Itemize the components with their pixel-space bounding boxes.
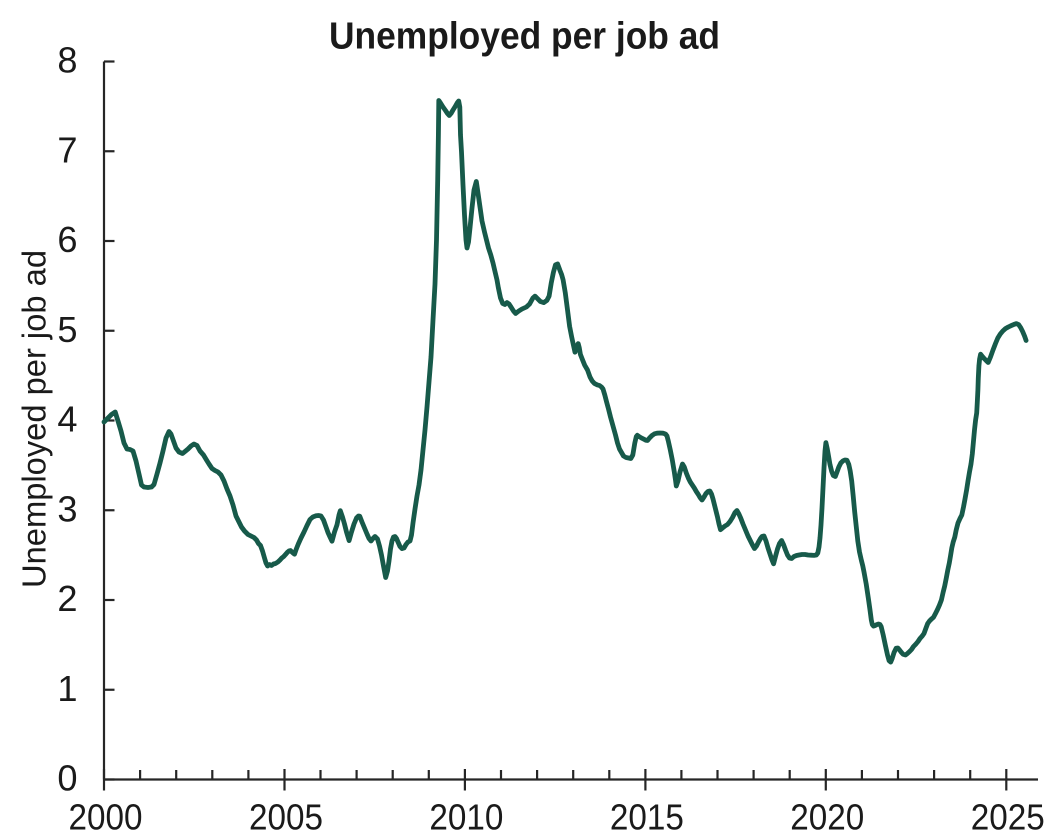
svg-text:2010: 2010 [429,797,503,834]
svg-text:2025: 2025 [971,797,1045,834]
svg-text:5: 5 [57,309,77,350]
svg-text:7: 7 [57,129,77,170]
svg-text:2015: 2015 [610,797,684,834]
svg-text:2: 2 [57,578,77,619]
svg-text:8: 8 [57,40,77,81]
svg-text:2005: 2005 [249,797,323,834]
svg-text:2000: 2000 [69,797,143,834]
svg-text:Unemployed per job ad: Unemployed per job ad [17,250,54,588]
svg-text:Unemployed per job ad: Unemployed per job ad [329,16,720,58]
svg-text:1: 1 [57,668,77,709]
svg-text:3: 3 [57,488,77,529]
svg-text:6: 6 [57,219,77,260]
svg-text:4: 4 [57,399,77,440]
svg-text:0: 0 [57,758,77,799]
svg-text:2020: 2020 [790,797,864,834]
